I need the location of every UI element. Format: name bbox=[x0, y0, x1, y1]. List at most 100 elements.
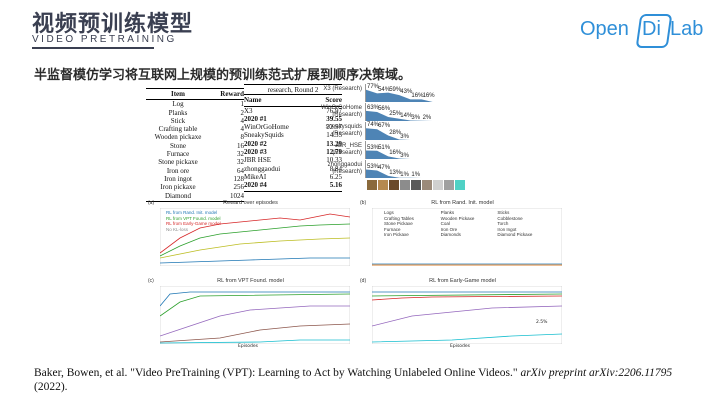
score-table: research, Round 2 Name Score X3 76.97 2020… bbox=[244, 84, 342, 192]
completion-pct-label: 77% bbox=[367, 83, 380, 90]
completion-area: 74% 67% 28% 3% bbox=[365, 122, 466, 140]
reward-cell: 2 bbox=[240, 108, 245, 117]
reward-cell: 32 bbox=[237, 158, 244, 167]
item-cell: Wooden pickaxe bbox=[154, 133, 202, 142]
completion-row: X3 (Research) 77% 54% 59% 43% 16% 16% bbox=[307, 84, 467, 102]
citation-journal: arXiv preprint arXiv:2206.11795 bbox=[520, 367, 673, 379]
table-row: 2020 #4 5.16 bbox=[244, 181, 342, 189]
score-cell: 22.97 bbox=[326, 123, 342, 132]
furnace-icon bbox=[411, 180, 421, 190]
score-table-header: Name Score bbox=[244, 94, 342, 107]
legend-entry: Iron Ingot bbox=[497, 226, 517, 232]
table-row: 2020 #1 39.55 bbox=[244, 115, 342, 123]
score-cell: 8.84 bbox=[329, 164, 342, 173]
plot-a-canvas bbox=[160, 208, 350, 266]
reward-cell: 1024 bbox=[230, 191, 244, 200]
item-cell: Iron ingot bbox=[164, 174, 192, 183]
legend-entry: Sticks bbox=[497, 210, 510, 215]
planks-icon bbox=[378, 180, 388, 190]
item-cell: Iron pickaxe bbox=[160, 183, 196, 192]
completion-pct-label: 1% bbox=[411, 171, 421, 178]
score-cell: 6.25 bbox=[329, 172, 342, 181]
completion-pct-label: 43% bbox=[400, 89, 413, 96]
completion-pct-label: 51% bbox=[378, 144, 391, 151]
reward-cell: 4 bbox=[240, 116, 245, 125]
completion-area-shape bbox=[366, 110, 433, 121]
completion-row-label: X3 (Research) bbox=[323, 86, 362, 92]
iron-ingot-icon bbox=[433, 180, 443, 190]
table-row: 2020 #3 12.79 bbox=[244, 148, 342, 156]
legend-entry: Iron Pickaxe bbox=[384, 232, 409, 237]
logo-text-lab: Lab bbox=[670, 18, 704, 40]
completion-row-label: WinOrGoHome (Research) bbox=[320, 105, 362, 118]
completion-area-shape bbox=[366, 128, 411, 140]
table-row: Stone pickaxe 32 bbox=[146, 158, 244, 166]
legend-entry: Diamonds bbox=[440, 232, 461, 237]
legend-entry: Furnace bbox=[384, 226, 401, 232]
score-cell: 14.35 bbox=[326, 131, 342, 140]
completion-area-shape bbox=[366, 169, 422, 178]
table-row: Planks 2 bbox=[146, 109, 244, 117]
item-cell: Crafting table bbox=[158, 125, 198, 134]
legend-entry: Coal bbox=[440, 221, 450, 226]
plot-b-legend: Logs Planks Sticks Crafting Tables Wooden Pi… bbox=[384, 210, 554, 238]
table-row: Furnace 32 bbox=[146, 150, 244, 158]
completion-pct-label: 1% bbox=[400, 171, 409, 178]
completion-row: JBR_HSE (Research) 53% 51% 16% 3% bbox=[307, 141, 467, 159]
plot-a-legend: RL from Rand. Init. model RL from VPT Fo… bbox=[166, 210, 221, 232]
completion-pct-label: 53% bbox=[367, 144, 380, 151]
name-cell: 2020 #2 bbox=[244, 139, 267, 148]
completion-area: 53% 47% 13% 1% 1% bbox=[365, 160, 466, 178]
table-row: Wooden pickaxe 8 bbox=[146, 133, 244, 141]
slide-subtitle: VIDEO PRETRAINING bbox=[32, 34, 177, 45]
item-cell: Planks bbox=[168, 108, 188, 117]
legend-entry: Torch bbox=[497, 221, 509, 226]
legend-entry: Planks bbox=[440, 210, 455, 215]
completion-area-svg bbox=[366, 110, 433, 121]
reward-cell: 256 bbox=[233, 183, 245, 192]
completion-pct-label: 53% bbox=[367, 163, 380, 170]
completion-pct-label: 3% bbox=[411, 114, 421, 121]
item-cell: Furnace bbox=[166, 150, 190, 159]
reward-cell: 64 bbox=[237, 166, 244, 175]
plot-d-xlabel: Episodes bbox=[450, 344, 471, 349]
completion-pct-label: 74% bbox=[367, 122, 380, 129]
plot-d: (d) RL from Early-Game model 2.5% Episod… bbox=[360, 278, 565, 349]
completion-pct-label: 13% bbox=[389, 169, 402, 176]
legend-vpt-found: RL from VPT Found. model bbox=[166, 215, 221, 221]
rl-plots-figure: (a) Reward over episodes RL from Rand. I… bbox=[148, 200, 566, 350]
header-reward: Reward bbox=[220, 90, 244, 98]
completion-pct-label: 25% bbox=[389, 111, 402, 117]
completion-area: 63% 56% 25% 14% 3% 2% bbox=[365, 103, 466, 121]
score-table-caption: research, Round 2 bbox=[244, 84, 342, 94]
completion-pct-label: 59% bbox=[389, 86, 402, 93]
completion-pct-label: 16% bbox=[389, 150, 402, 157]
plot-d-canvas bbox=[372, 286, 562, 344]
legend-entry: Crafting Tables bbox=[384, 215, 414, 221]
legend-rand-init: RL from Rand. Init. model bbox=[166, 210, 218, 215]
table-row: X3 76.97 bbox=[244, 107, 342, 115]
plot-b-title: RL from Rand. Init. model bbox=[431, 200, 494, 206]
opendilab-logo: Open Di Lab bbox=[580, 12, 710, 48]
completion-pct-label: 3% bbox=[400, 152, 409, 159]
legend-entry: Diamond Pickaxe bbox=[497, 232, 533, 237]
legend-entry: Iron Ore bbox=[440, 226, 458, 232]
header-score: Score bbox=[325, 96, 342, 105]
name-cell: SneakySquids bbox=[244, 131, 284, 140]
table-row: Iron pickaxe 256 bbox=[146, 183, 244, 191]
plot-c-xlabel: Episodes bbox=[238, 344, 259, 349]
plot-a-title: Reward over episodes bbox=[223, 200, 278, 206]
completion-area-svg bbox=[366, 169, 422, 178]
name-cell: 2020 #4 bbox=[244, 181, 267, 190]
citation-year: (2022). bbox=[34, 381, 68, 393]
reward-cell: 4 bbox=[240, 125, 245, 134]
reward-cell: 128 bbox=[233, 174, 245, 183]
reward-table: Item Reward Log 1 Planks 2 Stick 4 Crafting ta… bbox=[146, 88, 244, 202]
slide-heading: 半监督模仿学习将互联网上规模的预训练范式扩展到顺序决策域。 bbox=[34, 68, 412, 83]
completion-row-label: zhonggaodui (Research) bbox=[327, 162, 362, 175]
completion-area-shape bbox=[366, 150, 411, 159]
reward-cell: 8 bbox=[240, 133, 245, 142]
item-cell: Stone bbox=[170, 141, 186, 150]
reward-cell: 16 bbox=[237, 141, 244, 150]
completion-pct-label: 14% bbox=[400, 112, 413, 119]
